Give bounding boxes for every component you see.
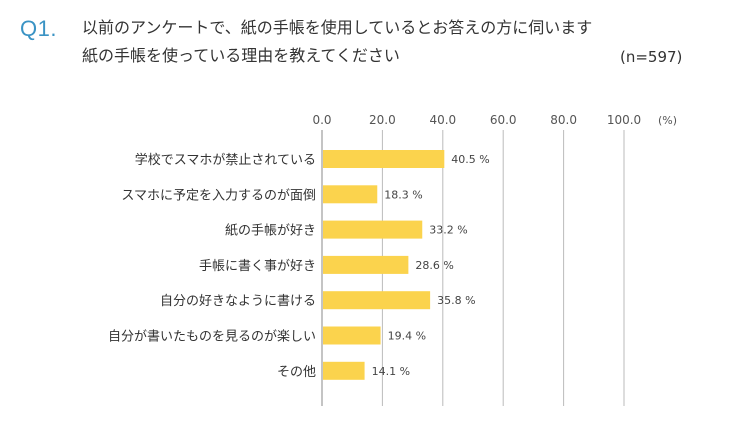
x-tick-label: 80.0 xyxy=(550,113,577,127)
data-label: 35.8 % xyxy=(437,294,475,307)
category-label: 手帳に書く事が好き xyxy=(199,259,316,274)
data-label: 28.6 % xyxy=(415,259,453,272)
data-label: 40.5 % xyxy=(451,153,489,166)
bar xyxy=(323,185,378,204)
data-label: 18.3 % xyxy=(384,188,422,201)
sample-size: (n=597) xyxy=(620,48,683,66)
category-label: 自分が書いたものを見るのが楽しい xyxy=(108,329,316,345)
category-label: 自分の好きなように書ける xyxy=(160,294,316,309)
bar xyxy=(323,291,431,310)
bar xyxy=(323,150,445,168)
x-unit-label: (%) xyxy=(658,114,677,127)
x-tick-label: 60.0 xyxy=(490,113,517,127)
data-label: 33.2 % xyxy=(429,224,467,237)
x-tick-label: 20.0 xyxy=(369,113,396,127)
x-tick-label: 100.0 xyxy=(607,113,641,127)
question-text-line-2: 紙の手帳を使っている理由を教えてください xyxy=(82,46,400,65)
category-label: 学校でスマホが禁止されている xyxy=(135,152,316,168)
bar xyxy=(323,220,423,239)
x-tick-label: 40.0 xyxy=(429,113,456,127)
category-label: スマホに予定を入力するのが面倒 xyxy=(121,188,316,203)
data-label: 14.1 % xyxy=(372,365,410,378)
category-label: その他 xyxy=(277,365,316,380)
x-tick-label: 0.0 xyxy=(312,113,331,127)
question-text-line-1: 以前のアンケートで、紙の手帳を使用しているとお答えの方に伺います xyxy=(82,18,593,37)
category-label: 紙の手帳が好き xyxy=(225,224,316,239)
question-number: Q1. xyxy=(20,16,57,41)
bar xyxy=(323,326,381,345)
data-label: 19.4 % xyxy=(388,330,426,343)
bar xyxy=(323,255,409,274)
bar xyxy=(323,361,365,380)
